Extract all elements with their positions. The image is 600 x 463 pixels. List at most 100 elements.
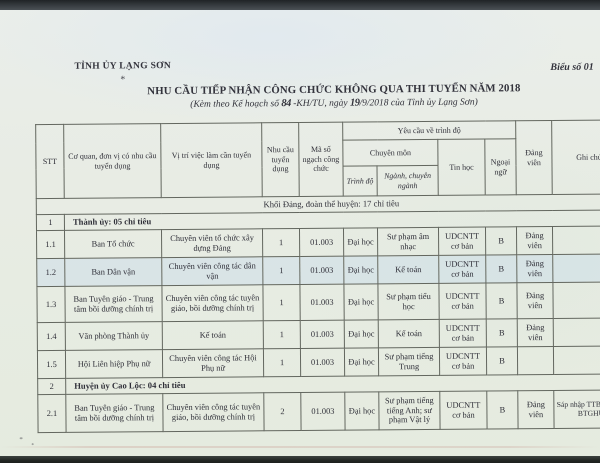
- cell-degree: Đại học: [344, 319, 379, 349]
- cell-party: Đảng viên: [516, 254, 553, 283]
- cell-party: Đảng viên: [517, 390, 555, 429]
- cell-position: Kế toán: [162, 320, 264, 350]
- col-header-demand: Nhu cầu tuyển dụng: [261, 122, 300, 197]
- table-row: 1.5 Hội Liên hiệp Phụ nữ Chuyên viên côn…: [37, 345, 600, 379]
- table-row: 1.3 Ban Tuyên giáo - Trung tâm bồi dưỡng…: [36, 281, 600, 323]
- cell-it: UDCNTT cơ bản: [438, 283, 487, 320]
- cell-party: [517, 346, 554, 375]
- cell-code: 01.003: [299, 228, 344, 257]
- col-header-degree: Trình độ: [342, 165, 378, 197]
- cell-note: [552, 281, 600, 319]
- cell-position: Chuyên viên công tác Hội Phụ nữ: [162, 348, 264, 378]
- cell-language: B: [486, 346, 518, 376]
- cell-agency: Ban Tổ chức: [64, 229, 162, 259]
- cell-stt: 1.3: [36, 286, 66, 323]
- col-header-party: Đảng viên: [515, 120, 553, 195]
- form-number: Biểu số 01: [550, 61, 594, 74]
- cell-major: Sư phạm tiếng Trung: [378, 347, 440, 376]
- table-body: Khối Đảng, đoàn thể huyện: 17 chỉ tiêu 1…: [36, 193, 600, 433]
- cell-code: 01.003: [300, 348, 345, 377]
- issuing-org: TỈNH ỦY LẠNG SƠN: [74, 61, 172, 72]
- table-row: 2.1 Ban Tuyên giáo - Trung tâm bồi dưỡng…: [37, 389, 600, 433]
- cell-language: B: [485, 254, 517, 284]
- cell-it: UDCNTT cơ bản: [439, 319, 487, 348]
- col-header-note: Ghi chú: [551, 119, 600, 195]
- cell-party: Đảng viên: [516, 226, 553, 255]
- col-header-qualification: Yêu cầu về trình độ: [342, 120, 516, 141]
- cell-code: 01.003: [299, 284, 345, 321]
- cell-demand: 1: [262, 284, 301, 321]
- scan-speck: [31, 443, 34, 446]
- recruitment-table: STT Cơ quan, đơn vị có nhu cầu tuyển dụn…: [35, 119, 600, 433]
- cell-major: Kế toán: [377, 255, 439, 284]
- cell-note: [553, 317, 600, 347]
- cell-degree: Đại học: [343, 227, 378, 257]
- document-page: TỈNH ỦY LẠNG SƠN * Biểu số 01 NHU CẦU TI…: [0, 10, 600, 456]
- cell-stt: 1.5: [37, 350, 66, 379]
- cell-demand: 1: [263, 320, 301, 349]
- col-header-major: Ngành, chuyên ngành: [376, 165, 439, 196]
- cell-it: UDCNTT cơ bản: [438, 255, 486, 284]
- cell-demand: 1: [262, 256, 300, 285]
- col-header-position: Vị trí việc làm cần tuyển dụng: [160, 122, 263, 198]
- table-row: 1.2 Ban Dân vận Chuyên viên công tác dân…: [36, 253, 600, 287]
- cell-stt: 1.1: [36, 230, 65, 259]
- page-content: TỈNH ỦY LẠNG SƠN * Biểu số 01 NHU CẦU TI…: [0, 10, 600, 456]
- subtitle-mid: -KH/TU, ngày: [293, 98, 348, 110]
- cell-agency: Hội Liên hiệp Phụ nữ: [65, 349, 163, 379]
- cell-major: Sư phạm tiếng tiếng Anh; sư phạm Vật lý: [378, 391, 441, 430]
- cell-language: B: [485, 226, 517, 256]
- cell-language: B: [486, 318, 518, 348]
- subtitle-pre: (Kèm theo Kế hoạch số: [190, 99, 279, 110]
- cell-agency: Ban Tuyên giáo - Trung tâm bồi dưỡng chí…: [65, 393, 164, 433]
- cell-position: Chuyên viên tổ chức xây dựng Đảng: [161, 228, 263, 258]
- cell-note: [552, 253, 600, 283]
- cell-agency: Ban Dân vận: [64, 257, 162, 287]
- cell-position: Chuyên viên công tác tuyên giáo, bồi dưỡ…: [162, 392, 265, 432]
- cell-major: Sư phạm âm nhạc: [377, 227, 439, 256]
- cell-stt: 2.1: [37, 394, 67, 433]
- cell-degree: Đại học: [343, 255, 378, 285]
- document-subtitle: (Kèm theo Kế hoạch số 84 -KH/TU, ngày 19…: [59, 96, 600, 111]
- cell-note: [552, 225, 600, 255]
- cell-party: Đảng viên: [516, 282, 554, 319]
- cell-position: Chuyên viên công tác dân vận: [161, 256, 263, 286]
- col-header-language: Ngoại ngữ: [484, 138, 517, 196]
- cell-code: 01.003: [299, 256, 344, 285]
- cell-stt: 1.2: [36, 258, 65, 287]
- cell-stt: 1.4: [37, 322, 66, 351]
- cell-it: UDCNTT cơ bản: [439, 391, 488, 430]
- table-header: STT Cơ quan, đơn vị có nhu cầu tuyển dụn…: [35, 119, 600, 199]
- cell-demand: 1: [262, 228, 300, 257]
- table-row: 1.4 Văn phòng Thành ủy Kế toán 1 01.003 …: [37, 317, 600, 351]
- col-header-specialty: Chuyên môn: [342, 139, 438, 167]
- col-header-it: Tin học: [437, 139, 486, 196]
- cell-degree: Đại học: [344, 391, 380, 431]
- table-row: 1.1 Ban Tổ chức Chuyên viên tổ chức xây …: [36, 225, 600, 259]
- cell-note: [553, 345, 600, 375]
- scan-artifact-line: [0, 446, 600, 448]
- cell-demand: 1: [263, 348, 301, 377]
- photo-top-edge: [0, 0, 600, 10]
- cell-major: Kế toán: [378, 319, 440, 348]
- cell-code: 01.003: [300, 320, 345, 349]
- cell-language: B: [485, 282, 518, 320]
- cell-agency: Ban Tuyên giáo - Trung tâm bồi dưỡng chí…: [64, 285, 163, 323]
- cell-position: Chuyên viên công tác tuyên giáo, bồi dưỡ…: [161, 284, 264, 322]
- cell-degree: Đại học: [344, 347, 379, 377]
- scan-speck: [19, 437, 23, 440]
- col-header-agency: Cơ quan, đơn vị có nhu cầu tuyển dụng: [63, 123, 162, 199]
- handwritten-plan-number: 84: [281, 98, 291, 110]
- subtitle-post: /9/2018 của Tỉnh ủy Lạng Sơn): [359, 97, 478, 109]
- cell-it: UDCNTT cơ bản: [439, 347, 487, 376]
- section-stt: 2: [37, 378, 66, 395]
- cell-language: B: [486, 390, 519, 430]
- col-header-code: Mã số ngạch công chức: [298, 122, 344, 197]
- cell-code: 01.003: [300, 392, 346, 431]
- col-header-stt: STT: [35, 124, 65, 199]
- cell-agency: Văn phòng Thành ủy: [65, 321, 163, 351]
- cell-it: UDCNTT cơ bản: [438, 227, 486, 256]
- section-stt: 1: [36, 214, 65, 231]
- cell-party: Đảng viên: [517, 318, 554, 347]
- cell-demand: 2: [263, 392, 302, 431]
